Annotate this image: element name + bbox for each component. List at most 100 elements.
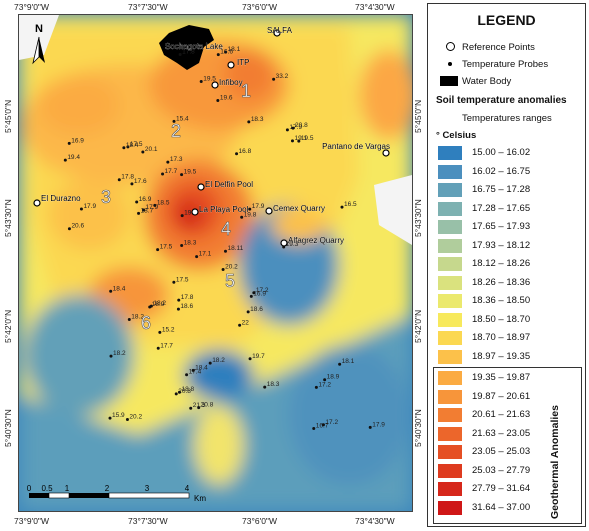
probe-dot — [208, 361, 212, 365]
probe-dot — [156, 248, 160, 252]
probe-value: 18.9 — [152, 301, 165, 308]
legend-swatch — [438, 445, 462, 459]
reference-point-label: SALFA — [267, 26, 293, 35]
probe-dot — [137, 211, 141, 215]
probe-value: 17.6 — [134, 178, 147, 185]
probe-dot — [135, 200, 139, 204]
probe-value: 17.8 — [121, 174, 134, 181]
zone-number: 4 — [221, 219, 231, 239]
probe-value: 17.2 — [325, 419, 338, 426]
probe-dot — [321, 423, 325, 427]
probe-dot — [224, 50, 228, 54]
probe-dot — [172, 280, 176, 284]
legend-range-label: 17.28 – 17.65 — [472, 202, 531, 214]
left-tick-label: 5°45'0"N — [3, 99, 13, 133]
probe-dot-icon — [448, 62, 452, 66]
probe-dot — [272, 77, 276, 81]
probe-value: 17.5 — [160, 244, 173, 251]
legend-swatch — [438, 312, 462, 327]
probe-value: 19.5 — [301, 135, 314, 142]
probe-value: 17.2 — [318, 381, 331, 388]
zone-number: 1 — [241, 81, 251, 101]
probe-dot — [180, 214, 184, 218]
zone-number: 6 — [141, 313, 151, 333]
legend-range-label: 31.64 – 37.00 — [472, 501, 531, 513]
probe-value: 18.5 — [157, 199, 170, 206]
legend-swatch — [438, 238, 462, 253]
probe-value: 17.1 — [199, 251, 212, 258]
probe-dot — [291, 126, 295, 130]
probe-value: 20.8 — [295, 122, 308, 129]
top-tick-label: 73°7'30"W — [128, 2, 168, 12]
probe-value: 18.9 — [327, 374, 340, 381]
probe-dot — [174, 392, 178, 396]
probe-value: 18.3 — [251, 116, 264, 123]
probe-dot — [172, 119, 176, 123]
temperature-ranges-label: Temperatures ranges — [462, 113, 552, 124]
reference-point-label: El Durazno — [41, 194, 81, 203]
probe-dot — [67, 227, 71, 231]
probe-dot — [122, 146, 126, 150]
legend-range-label: 16.75 – 17.28 — [472, 184, 531, 195]
probe-value: 17.9 — [289, 124, 302, 131]
probe-dot — [235, 152, 239, 156]
probe-dot — [263, 385, 267, 389]
probe-value: 18.8 — [181, 386, 194, 393]
probe-dot — [216, 53, 220, 57]
probe-dot — [340, 205, 344, 209]
probe-value: 18.1 — [228, 46, 241, 53]
left-tick-label: 5°43'30"N — [3, 199, 13, 237]
legend-range-label: 18.36 – 18.50 — [472, 295, 531, 306]
legend-range-label: 21.63 – 23.05 — [472, 427, 531, 439]
top-tick-label: 73°4'30"W — [355, 2, 395, 12]
legend-range-label: 19.87 – 20.61 — [472, 390, 531, 402]
legend-swatch — [438, 294, 462, 308]
reference-points: Sochagota Lake SALFA ITP Infiboy Pantano de … — [33, 26, 390, 247]
probe-dot — [117, 178, 121, 182]
probe-value: 17.7 — [160, 342, 173, 349]
probe-dot — [180, 243, 184, 247]
scale-bar — [29, 492, 190, 499]
top-tick-label: 73°6'0"W — [242, 2, 277, 12]
legend-swatch — [438, 183, 462, 197]
probe-value: 16.8 — [239, 148, 252, 155]
legend-swatch — [438, 389, 462, 404]
left-tick-label: 5°42'0"N — [3, 309, 13, 343]
probe-dot — [285, 128, 289, 132]
top-tick-label: 73°9'0"W — [14, 2, 49, 12]
probe-dot — [191, 368, 195, 372]
probe-value: 17.5 — [176, 276, 189, 283]
bottom-tick-label: 73°4'30"W — [355, 516, 395, 526]
probe-dot — [247, 120, 251, 124]
legend-swatch — [438, 146, 462, 160]
probe-dot — [199, 80, 203, 84]
legend-range-label: 19.35 – 19.87 — [472, 372, 531, 383]
legend-title: LEGEND — [477, 12, 536, 28]
probe-dot — [149, 304, 153, 308]
probe-value: 16.6 — [220, 49, 233, 56]
probe-dot — [368, 425, 372, 429]
probe-value: 19.8 — [184, 210, 197, 217]
probe-dot — [126, 145, 130, 149]
legend-range-label: 18.97 – 19.35 — [472, 350, 531, 362]
reference-point-marker — [191, 208, 199, 216]
probe-dot — [141, 150, 145, 154]
probe-dot — [166, 160, 170, 164]
probe-value: 18.1 — [342, 358, 355, 365]
scale-label: 3 — [145, 484, 150, 493]
probe-dot — [216, 98, 220, 102]
zone-number: 2 — [171, 121, 181, 141]
probe-dot — [180, 173, 184, 177]
probe-dot — [249, 294, 253, 298]
legend-swatch — [438, 463, 462, 478]
probe-value: 18.4 — [195, 364, 208, 371]
reference-point-label: Infiboy — [219, 78, 243, 87]
right-tick-label: 5°43'30"N — [413, 199, 423, 237]
probe-value: 18.3 — [267, 381, 280, 388]
probe-value: 15.4 — [176, 115, 189, 122]
geothermal-label: Geothermal Anomalies — [549, 405, 561, 519]
probe-value: 18.3 — [184, 239, 197, 246]
probe-dot — [238, 323, 242, 327]
probe-dot — [314, 385, 318, 389]
probe-dot — [127, 318, 131, 322]
